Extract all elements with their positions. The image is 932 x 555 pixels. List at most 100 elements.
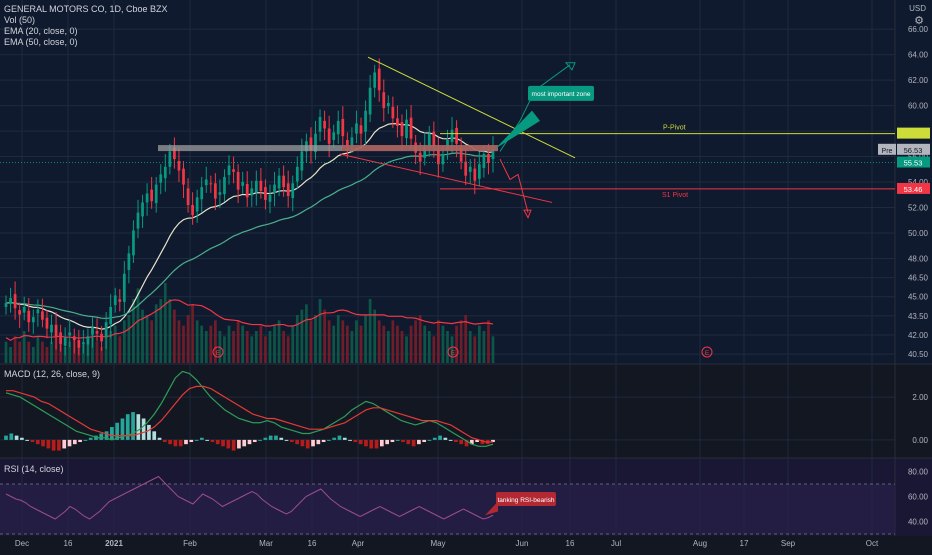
- macd-histogram-bar: [321, 439, 326, 443]
- volume-bar: [355, 320, 358, 363]
- pre-tag-label: Pre: [882, 148, 893, 155]
- volume-bar: [323, 309, 326, 363]
- candle-body: [68, 332, 72, 336]
- candle-body: [177, 161, 181, 171]
- resistance-zone-right: [342, 145, 498, 152]
- price-tick-label: 45.00: [908, 293, 929, 302]
- time-tick-label: 16: [566, 539, 575, 548]
- legend-ema20[interactable]: EMA (20, close, 0): [4, 26, 78, 36]
- macd-histogram-bar: [67, 439, 72, 447]
- volume-bar: [386, 331, 390, 363]
- volume-bar: [332, 325, 336, 363]
- candle-body: [273, 184, 276, 193]
- pre-tag: [878, 143, 896, 155]
- macd-histogram-bar: [327, 439, 331, 441]
- candle-body: [150, 189, 154, 202]
- candle-body: [364, 110, 367, 132]
- time-tick-label: Mar: [259, 539, 273, 548]
- rsi-band-fill: [0, 484, 895, 534]
- macd-histogram-bar: [374, 439, 379, 449]
- legend-volume[interactable]: Vol (50): [4, 15, 36, 25]
- volume-bar: [109, 331, 113, 363]
- macd-histogram-bar: [35, 439, 40, 445]
- price-tick-label: 62.00: [908, 76, 929, 85]
- macd-histogram-bar: [348, 439, 352, 441]
- macd-histogram-bar: [411, 439, 416, 447]
- macd-histogram-bar: [78, 439, 82, 443]
- earnings-marker: [701, 346, 713, 358]
- volume-bar: [59, 341, 62, 363]
- time-tick-label: Apr: [352, 539, 365, 548]
- macd-histogram-bar: [205, 439, 210, 441]
- candle-body: [350, 137, 354, 146]
- volume-bar: [168, 299, 172, 363]
- macd-histogram-bar: [406, 439, 411, 445]
- candle-body: [204, 179, 208, 186]
- candle-body: [154, 184, 158, 204]
- volume-bar: [286, 336, 290, 363]
- volume-bar: [491, 336, 495, 363]
- volume-bar: [191, 304, 194, 363]
- candle-body: [4, 303, 8, 307]
- candle-body: [95, 331, 99, 334]
- volume-bar: [277, 320, 281, 363]
- candle-body: [191, 204, 194, 216]
- macd-histogram-bar: [41, 439, 45, 447]
- macd-histogram-bar: [25, 439, 30, 441]
- candle-body: [13, 294, 17, 309]
- candle-body: [368, 87, 372, 115]
- candle-body: [427, 133, 431, 147]
- macd-histogram-bar: [274, 435, 278, 440]
- macd-histogram-bar: [379, 439, 384, 447]
- candle-body: [236, 171, 240, 190]
- candle-body: [163, 166, 167, 179]
- candle-body: [22, 306, 26, 313]
- macd-histogram-bar: [364, 439, 368, 447]
- macd-histogram-bar: [358, 439, 363, 445]
- symbol-title[interactable]: GENERAL MOTORS CO, 1D, Cboe BZX: [4, 4, 168, 14]
- pre-price-text: 56.53: [904, 146, 923, 155]
- macd-histogram-bar: [289, 439, 294, 443]
- macd-histogram-bar: [162, 439, 167, 443]
- volume-bar: [186, 315, 190, 363]
- candle-body: [86, 336, 90, 345]
- candle-body: [159, 174, 163, 183]
- candle-body: [286, 183, 290, 197]
- time-tick-label: Dec: [15, 539, 29, 548]
- candle-body: [373, 72, 377, 88]
- volume-bar: [27, 341, 31, 363]
- volume-bar: [113, 325, 117, 363]
- macd-histogram-bar: [189, 439, 194, 443]
- volume-bar: [487, 320, 490, 363]
- rsi-line: [5, 475, 494, 520]
- volume-bar: [177, 320, 181, 363]
- gear-icon[interactable]: ⚙: [914, 15, 924, 27]
- candle-body: [355, 123, 358, 134]
- macd-pane-label[interactable]: MACD (12, 26, close, 9): [4, 369, 101, 379]
- volume-bar: [382, 325, 386, 363]
- last-price-text: 55.53: [904, 159, 923, 168]
- rsi-pane-label[interactable]: RSI (14, close): [4, 464, 64, 474]
- macd-histogram-bar: [305, 439, 310, 449]
- candle-body: [405, 119, 408, 139]
- candle-body: [173, 147, 176, 160]
- legend-ema50[interactable]: EMA (50, close, 0): [4, 37, 78, 47]
- volume-bar: [450, 336, 454, 363]
- price-tick-label: 46.50: [908, 274, 929, 283]
- volume-bar: [195, 320, 199, 363]
- macd-histogram-bar: [438, 435, 442, 440]
- last-price-badge: [897, 156, 930, 168]
- candle-body: [113, 295, 117, 306]
- volume-bar: [441, 325, 445, 363]
- candle-body: [227, 165, 231, 176]
- indicator-legend: GENERAL MOTORS CO, 1D, Cboe BZX Vol (50)…: [4, 4, 168, 48]
- volume-bar: [459, 320, 463, 363]
- macd-histogram-bar: [268, 435, 273, 440]
- volume-bar: [291, 325, 295, 363]
- volume-bar: [432, 336, 436, 363]
- volume-bar: [345, 325, 349, 363]
- candle-body: [327, 128, 331, 144]
- candle-body: [77, 340, 81, 348]
